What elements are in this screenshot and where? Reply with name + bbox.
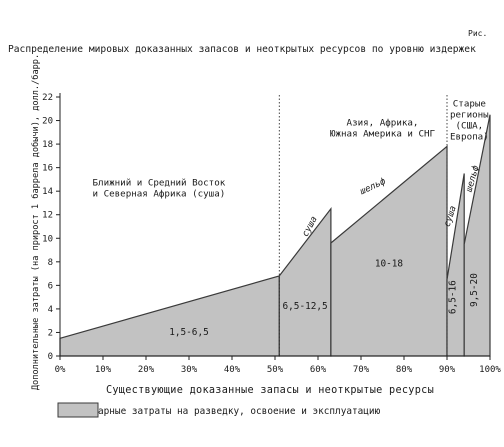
x-tick-label: 50% — [267, 365, 284, 375]
y-tick-label: 2 — [48, 328, 53, 338]
y-axis-label: Дополнительные затраты (на прирост 1 бар… — [30, 54, 41, 390]
legend-label: арные затраты на разведку, освоение и эк… — [98, 406, 381, 417]
x-tick-label: 80% — [396, 365, 413, 375]
y-tick-label: 16 — [42, 164, 53, 174]
legend-swatch — [57, 402, 99, 418]
legend: арные затраты на разведку, освоение и эк… — [57, 402, 381, 418]
segment-value-label: 10-18 — [375, 259, 404, 270]
segment-value-label: 6,5-16 — [448, 280, 459, 314]
segment-band-label: шельф — [359, 177, 388, 198]
x-tick-label: 70% — [353, 365, 370, 375]
x-axis-label: Существующие доказанные запасы и неоткры… — [106, 385, 434, 396]
region-caption: Ближний и Средний Восток — [93, 177, 226, 188]
x-tick-label: 20% — [138, 365, 155, 375]
y-tick-label: 18 — [42, 140, 53, 150]
segment-value-label: 1,5-6,5 — [169, 327, 209, 338]
x-tick-label: 0% — [55, 365, 66, 375]
y-tick-label: 8 — [48, 258, 53, 268]
y-tick-label: 4 — [48, 305, 53, 315]
y-tick-label: 6 — [48, 281, 53, 291]
y-tick-label: 20 — [42, 117, 53, 127]
figure-label: Рис. — [468, 29, 487, 38]
x-tick-label: 60% — [310, 365, 327, 375]
y-tick-label: 12 — [42, 211, 53, 221]
y-tick-label: 14 — [42, 187, 53, 197]
y-tick-label: 0 — [48, 352, 53, 362]
x-tick-label: 40% — [224, 365, 241, 375]
chart-title: Распределение мировых доказанных запасов… — [8, 44, 476, 55]
x-tick-label: 100% — [479, 365, 501, 375]
area-segment-3 — [330, 145, 448, 357]
area-segment-4 — [446, 173, 465, 357]
y-tick-label: 22 — [42, 93, 53, 103]
region-caption: Азия, Африка, — [347, 117, 419, 128]
region-caption: регионы — [450, 109, 489, 120]
region-caption: Старые — [453, 98, 486, 109]
region-caption: (США, — [456, 120, 484, 131]
plot-area: 0 2 4 6 8 10 12 14 16 18 20 22 0% 10% 20% 30% 40% 50% 60% 7… — [42, 93, 501, 375]
region-caption: и Северная Африка (суша) — [93, 188, 226, 199]
x-tick-label: 90% — [439, 365, 456, 375]
segment-value-label: 6,5-12,5 — [283, 301, 328, 312]
area-segment-5 — [463, 114, 491, 357]
y-tick-label: 10 — [42, 234, 53, 244]
area-segment-1 — [59, 275, 280, 357]
x-tick-label: 10% — [95, 365, 112, 375]
segment-value-label: 9,5-20 — [469, 273, 480, 307]
x-tick-label: 30% — [181, 365, 198, 375]
region-caption: Южная Америка и СНГ — [330, 128, 436, 139]
region-caption: Европа) — [450, 131, 489, 142]
